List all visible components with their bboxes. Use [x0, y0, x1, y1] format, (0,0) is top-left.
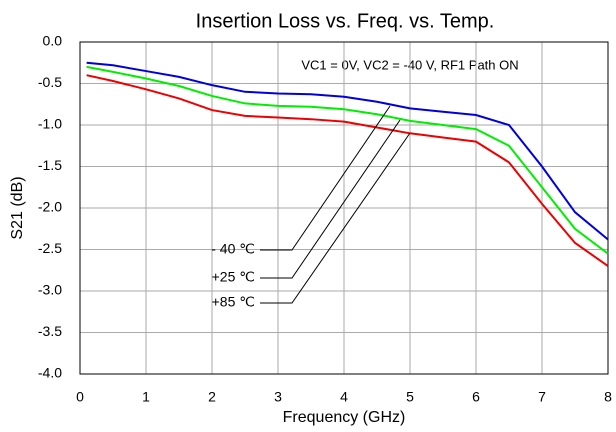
x-tick-label: 1 [142, 389, 150, 405]
y-tick-label: -3.5 [38, 323, 62, 339]
x-tick-label: 8 [604, 389, 612, 405]
plot-frame [79, 41, 609, 375]
leader-line [260, 105, 391, 251]
y-tick-label: 0.0 [43, 33, 63, 49]
x-tick-label: 3 [274, 389, 282, 405]
x-tick-label: 0 [76, 389, 84, 405]
x-tick-label: 6 [472, 389, 480, 405]
x-axis-label: Frequency (GHz) [283, 409, 406, 426]
leader-line [260, 119, 401, 279]
legend-label: - 40 ℃ [211, 241, 255, 257]
y-axis-label: S21 (dB) [9, 176, 26, 239]
legend-label: +85 ℃ [212, 294, 255, 310]
x-tick-label: 7 [538, 389, 546, 405]
y-tick-label: -3.0 [38, 282, 62, 298]
y-tick-label: -2.5 [38, 240, 62, 256]
y-tick-label: -1.0 [38, 116, 62, 132]
x-tick-label: 4 [340, 389, 348, 405]
legend-label: +25 ℃ [212, 269, 255, 285]
y-tick-label: -2.0 [38, 199, 62, 215]
x-tick-label: 5 [406, 389, 414, 405]
series-line [86, 74, 609, 267]
leader-line [260, 132, 411, 304]
y-tick-label: -0.5 [38, 74, 62, 90]
chart-title: Insertion Loss vs. Freq. vs. Temp. [196, 10, 495, 32]
x-tick-label: 2 [208, 389, 216, 405]
series-line [86, 61, 609, 241]
y-tick-label: -1.5 [38, 157, 62, 173]
y-tick-label: -4.0 [38, 365, 62, 381]
series-line [86, 65, 609, 255]
